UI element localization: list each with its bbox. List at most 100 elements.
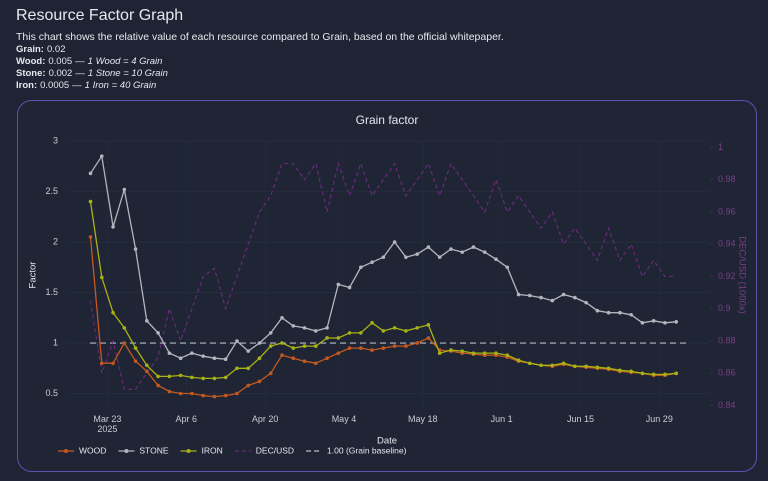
y2-tick-label: 0.96 — [718, 206, 736, 216]
x-tick-label: Jun 15 — [567, 414, 594, 424]
point — [347, 331, 352, 335]
point — [190, 391, 194, 396]
point — [313, 329, 318, 333]
point — [190, 375, 194, 380]
point — [201, 376, 205, 381]
point — [291, 324, 296, 328]
plot: 0.5 1 1.5 2 2.5 3 0.84 0.86 0.88 0.9 0.92 0.94 0.96 0… — [45, 135, 735, 434]
point — [674, 320, 679, 324]
point — [584, 300, 588, 305]
point — [561, 361, 566, 366]
factor-value: 0.02 — [47, 44, 66, 55]
point — [550, 298, 555, 303]
point — [122, 326, 127, 330]
point — [539, 295, 543, 300]
point — [471, 351, 476, 355]
y2-tick-label: 0.9 — [718, 303, 731, 313]
legend-marker — [64, 449, 68, 453]
point — [336, 336, 341, 340]
point — [257, 356, 262, 360]
point — [494, 351, 498, 355]
point — [561, 292, 566, 297]
factor-line: Iron: 0.0005—1 Iron = 40 Grain — [16, 80, 156, 91]
point — [99, 361, 104, 366]
x-axis-label: Date — [377, 436, 397, 447]
point — [122, 187, 127, 192]
point — [573, 364, 577, 369]
factor-value: 0.005 — [48, 56, 72, 67]
point — [291, 346, 296, 350]
point — [550, 363, 555, 368]
point — [235, 339, 239, 343]
y2-tick-label: 0.98 — [718, 174, 736, 184]
point — [359, 331, 363, 335]
point — [111, 225, 115, 229]
point — [426, 336, 431, 340]
point — [111, 310, 115, 315]
point — [99, 275, 104, 280]
legend-marker — [124, 449, 129, 453]
point — [449, 247, 453, 251]
point — [392, 326, 397, 330]
point — [302, 326, 307, 330]
point — [460, 250, 465, 254]
legend-label: IRON — [202, 445, 223, 455]
point — [539, 363, 543, 368]
point — [404, 255, 408, 259]
point — [527, 361, 532, 366]
point — [640, 321, 645, 325]
legend-label: DEC/USD — [256, 445, 294, 455]
point — [494, 257, 498, 261]
point — [88, 199, 93, 204]
point — [415, 341, 419, 345]
point — [640, 371, 645, 376]
point — [392, 344, 397, 348]
point — [325, 326, 329, 330]
point — [471, 245, 476, 249]
point — [122, 341, 127, 345]
point — [527, 293, 532, 298]
point — [268, 331, 273, 335]
x-tick-label: Mar 23 — [93, 414, 121, 424]
point — [370, 260, 374, 265]
point — [145, 363, 149, 368]
point — [246, 366, 251, 371]
series-line — [89, 161, 677, 390]
point — [257, 341, 262, 345]
point — [145, 319, 149, 323]
chart-title: Grain factor — [356, 113, 419, 127]
point — [584, 364, 588, 369]
y-tick-label: 2 — [53, 236, 58, 246]
point — [618, 310, 622, 315]
factor-label: Stone: — [16, 68, 46, 79]
point — [212, 376, 217, 381]
point — [246, 349, 251, 353]
point — [381, 255, 386, 259]
factor-label: Grain: — [16, 44, 44, 55]
factor-label: Wood: — [16, 56, 45, 67]
point — [167, 389, 172, 394]
factor-line: Stone: 0.002—1 Stone = 10 Grain — [16, 68, 168, 79]
point — [415, 326, 419, 330]
y2-tick-label: 0.92 — [718, 271, 736, 281]
point — [437, 255, 442, 259]
y2-tick-label: 0.88 — [718, 335, 736, 345]
point — [133, 359, 138, 364]
point — [156, 331, 160, 335]
point — [629, 312, 633, 317]
point — [280, 341, 284, 345]
point — [99, 154, 104, 158]
point — [404, 329, 408, 333]
point — [212, 356, 217, 360]
y2-tick-label: 0.86 — [718, 368, 736, 378]
point — [268, 371, 273, 376]
point — [482, 250, 487, 254]
point — [606, 310, 611, 315]
x-tick-label: May 4 — [332, 414, 357, 424]
point — [618, 368, 622, 373]
factor-value: 0.002 — [49, 68, 73, 79]
point — [111, 361, 115, 366]
point — [347, 346, 352, 350]
factor-note: 1 Stone = 10 Grain — [88, 68, 168, 79]
point — [325, 336, 329, 340]
